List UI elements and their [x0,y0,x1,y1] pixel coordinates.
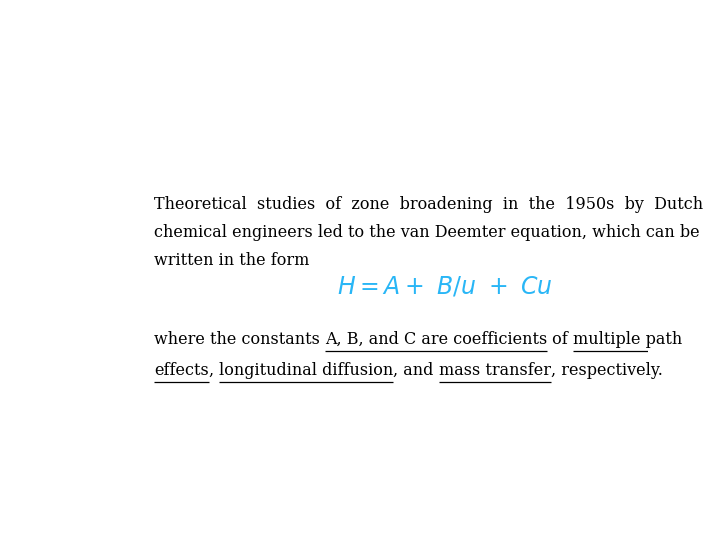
Text: multiple path: multiple path [573,331,683,348]
Text: where the constants: where the constants [154,331,325,348]
Text: $\mathit{H = A+\ B/u\ +\ Cu}$: $\mathit{H = A+\ B/u\ +\ Cu}$ [336,275,552,299]
Text: written in the form: written in the form [154,252,310,269]
Text: longitudinal diffusion: longitudinal diffusion [219,362,393,379]
Text: effects: effects [154,362,209,379]
Text: chemical engineers led to the van Deemter equation, which can be: chemical engineers led to the van Deemte… [154,224,700,241]
Text: , and: , and [393,362,439,379]
Text: of: of [547,331,573,348]
Text: mass transfer: mass transfer [439,362,551,379]
Text: A, B, and C are coefficients: A, B, and C are coefficients [325,331,547,348]
Text: ,: , [209,362,219,379]
Text: , respectively.: , respectively. [551,362,663,379]
Text: Theoretical  studies  of  zone  broadening  in  the  1950s  by  Dutch: Theoretical studies of zone broadening i… [154,196,703,213]
